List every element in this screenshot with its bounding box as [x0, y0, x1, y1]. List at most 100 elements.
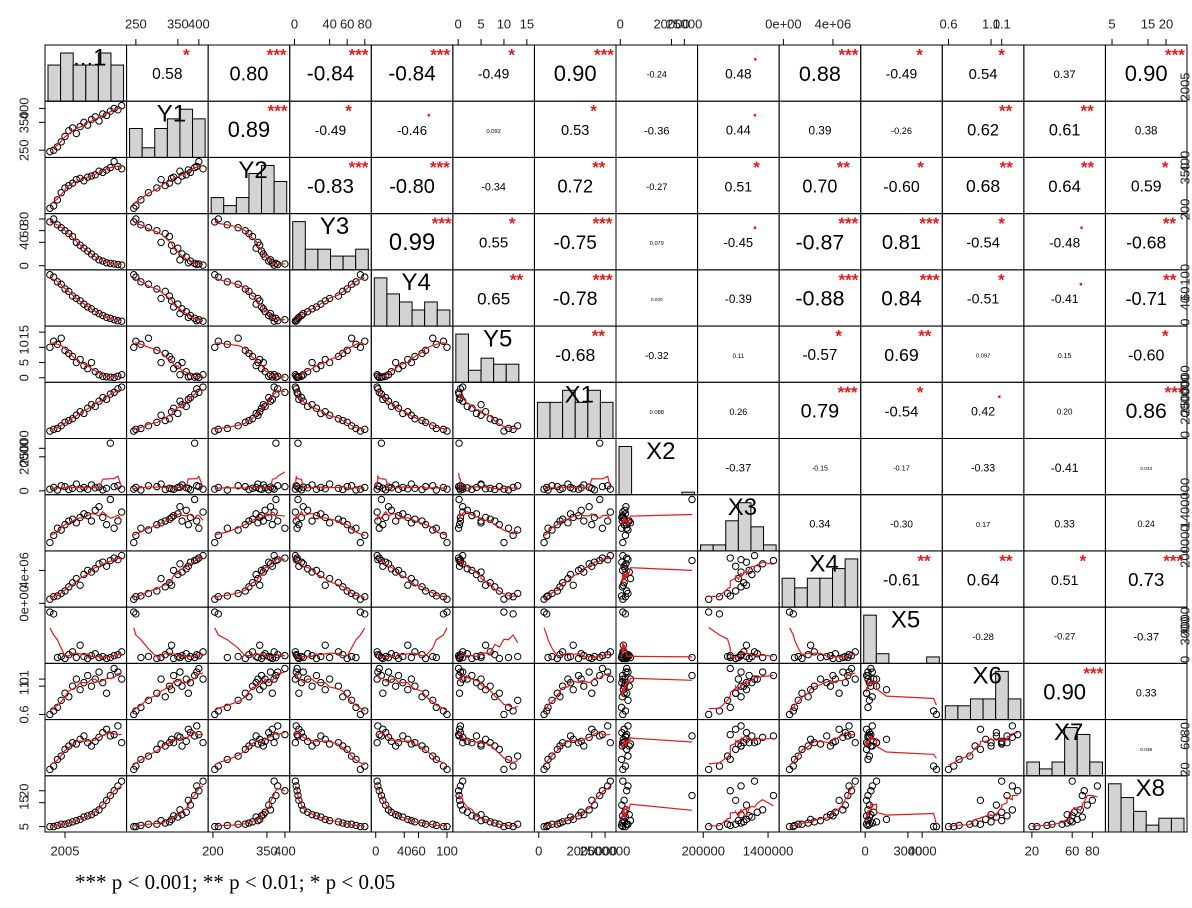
correlation-value: -0.39 — [725, 292, 752, 306]
scatter-point — [844, 671, 852, 680]
y-tick-label: 1.1 — [16, 670, 31, 688]
scatter-point — [618, 678, 626, 687]
scatter-point — [688, 791, 696, 800]
smooth-line — [789, 627, 856, 658]
scatter-point — [944, 765, 953, 774]
scatter-point — [624, 752, 632, 760]
scatter-point — [281, 373, 289, 382]
histogram-bar — [304, 248, 319, 271]
scatter-point — [308, 358, 316, 367]
y-tick-label: 400 — [1177, 151, 1192, 173]
significance-stars: *** — [267, 45, 287, 64]
scatter-point — [291, 738, 300, 747]
smooth-line — [708, 561, 774, 598]
scatter-point — [144, 334, 153, 342]
scatter-point — [293, 651, 301, 660]
scatter-point — [361, 531, 369, 540]
scatter-point — [234, 224, 242, 232]
scatter-point — [620, 796, 628, 805]
scatter-point — [468, 485, 476, 494]
scatter-point — [472, 732, 481, 740]
x-tick-label: 40 — [322, 16, 336, 31]
smooth-line — [294, 510, 365, 536]
scatter-point — [789, 610, 797, 618]
scatter-point — [174, 177, 182, 185]
y-tick-label: 4000 — [1177, 607, 1192, 636]
scatter-point — [272, 390, 280, 398]
scatter-point — [61, 285, 69, 293]
significance-stars: *** — [594, 45, 614, 64]
scatter-point — [176, 397, 184, 405]
scatter-point — [596, 439, 604, 447]
scatter-point — [157, 574, 165, 583]
scatter-point — [851, 738, 859, 747]
scatter-point — [257, 485, 266, 494]
scatter-point — [806, 641, 815, 649]
scatter-point — [404, 485, 412, 493]
correlation-value: -0.54 — [966, 236, 1000, 252]
scatter-point — [334, 579, 343, 587]
scatter-point — [851, 675, 859, 683]
scatter-point — [622, 554, 631, 562]
scatter-point — [95, 653, 103, 662]
scatter-point — [391, 810, 400, 819]
scatter-point — [266, 668, 275, 676]
scatter-point — [254, 574, 262, 583]
scatter-point — [704, 710, 713, 719]
scatter-point — [252, 732, 260, 740]
significance-stars: * — [998, 270, 1005, 289]
scatter-point — [268, 313, 277, 322]
scatter-point — [617, 592, 626, 600]
smooth-line — [458, 730, 518, 764]
correlation-value: -0.75 — [554, 233, 597, 254]
scatter-point — [102, 484, 111, 493]
y-tick-label: 60 — [16, 223, 31, 237]
scatter-point — [620, 562, 628, 570]
y-tick-label: 1.0 — [16, 677, 31, 695]
significance-stars: * — [917, 158, 924, 177]
scatter-point — [361, 762, 369, 770]
scatter-point — [622, 668, 630, 676]
scatter-point — [459, 485, 467, 493]
variable-name: Y4 — [401, 269, 430, 296]
significance-stars: *** — [432, 214, 452, 233]
scatter-point — [291, 648, 300, 656]
scatter-point — [325, 519, 334, 527]
scatter-point — [137, 196, 145, 204]
scatter-point — [110, 664, 118, 673]
correlation-value: -0.33 — [971, 462, 995, 474]
scatter-point — [352, 340, 360, 348]
scatter-point — [270, 648, 278, 656]
scatter-point — [211, 608, 219, 616]
scatter-point — [199, 261, 207, 269]
y-tick-label: 5 — [16, 823, 31, 830]
y-tick-label: 200 — [1177, 199, 1192, 221]
scatter-point — [57, 752, 65, 760]
scatter-point — [261, 506, 269, 514]
scatter-point — [321, 485, 329, 493]
scatter-point — [407, 653, 416, 662]
panel-frame — [370, 494, 454, 552]
scatter-point — [259, 517, 268, 525]
scatter-point — [167, 581, 176, 589]
smooth-line — [948, 732, 1018, 766]
scatter-point — [325, 675, 334, 683]
x-tick-label: 60 — [411, 843, 425, 858]
scatter-point — [624, 782, 632, 790]
significance-stars: *** — [920, 270, 940, 289]
scatter-point — [76, 685, 84, 694]
scatter-point — [558, 818, 567, 826]
scatter-point — [95, 309, 103, 318]
scatter-point — [622, 587, 631, 595]
scatter-point — [256, 581, 264, 589]
significance-stars: *** — [838, 214, 858, 233]
scatter-point — [622, 730, 631, 739]
scatter-point — [199, 777, 207, 785]
scatter-point — [688, 653, 696, 662]
panel-frame — [452, 662, 535, 721]
scatter-point — [184, 520, 193, 529]
scatter-point — [785, 608, 794, 616]
scatter-point — [585, 733, 593, 742]
histogram-bar — [725, 520, 739, 552]
scatter-point — [130, 608, 138, 616]
